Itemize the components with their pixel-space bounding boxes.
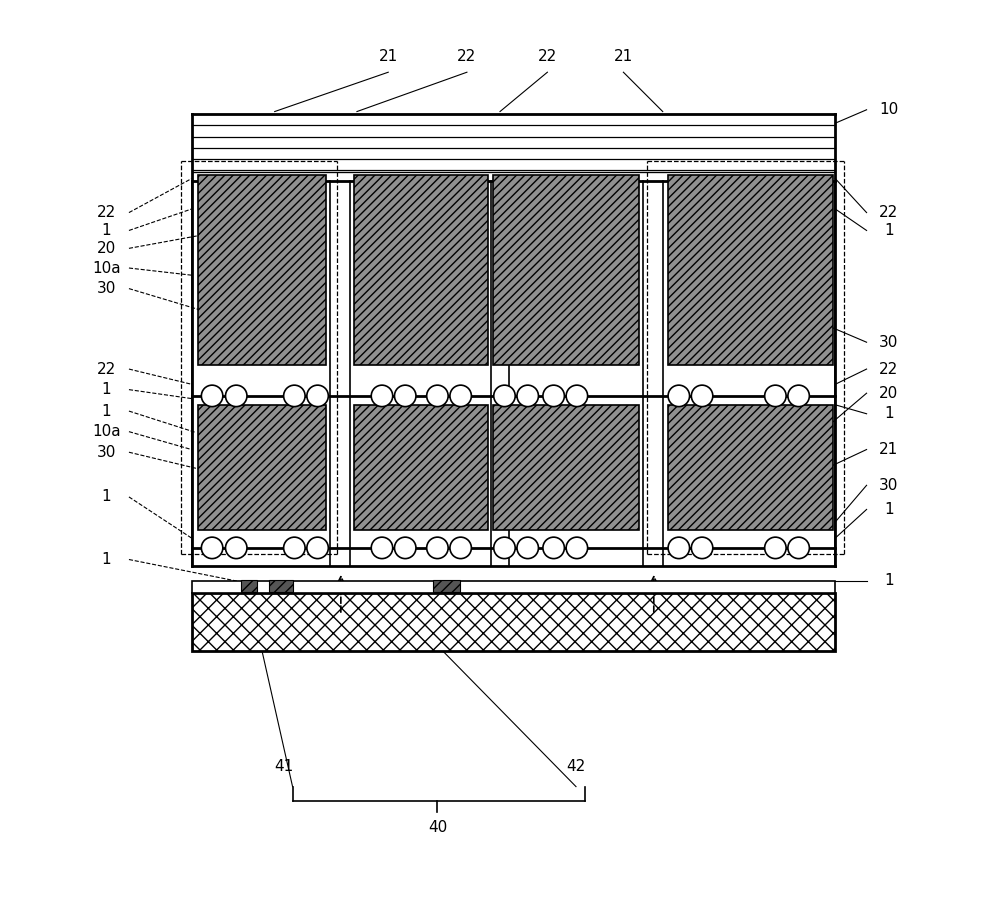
Circle shape [668, 385, 690, 407]
Circle shape [201, 385, 223, 407]
Circle shape [450, 538, 471, 558]
Circle shape [765, 385, 786, 407]
Bar [493, 405, 639, 530]
Circle shape [517, 538, 538, 558]
Bar [192, 581, 835, 593]
Circle shape [394, 538, 416, 558]
Bar [269, 580, 293, 592]
Text: 22: 22 [538, 49, 557, 64]
Text: 1: 1 [884, 574, 894, 588]
Circle shape [788, 538, 809, 558]
Bar [354, 175, 488, 365]
Circle shape [494, 385, 515, 407]
Circle shape [307, 538, 328, 558]
Text: 1: 1 [102, 382, 111, 397]
Circle shape [566, 538, 588, 558]
Circle shape [394, 385, 416, 407]
Bar [198, 405, 326, 530]
Circle shape [543, 538, 564, 558]
Text: 40: 40 [428, 820, 447, 835]
Text: 20: 20 [879, 386, 899, 400]
Text: 22: 22 [97, 361, 116, 377]
Circle shape [371, 538, 393, 558]
Bar [668, 175, 833, 365]
Bar [493, 175, 639, 365]
Circle shape [307, 385, 328, 407]
Circle shape [543, 385, 564, 407]
Text: 21: 21 [879, 442, 899, 457]
Bar [668, 405, 833, 530]
Bar [354, 405, 488, 530]
Text: 22: 22 [97, 205, 116, 220]
Text: 30: 30 [879, 478, 899, 493]
Text: 30: 30 [879, 335, 899, 350]
Text: 22: 22 [457, 49, 477, 64]
Circle shape [226, 385, 247, 407]
Circle shape [691, 385, 713, 407]
Text: 20: 20 [97, 241, 116, 256]
Circle shape [668, 538, 690, 558]
Text: 10: 10 [879, 103, 899, 117]
Text: 1: 1 [884, 223, 894, 238]
Circle shape [284, 538, 305, 558]
Text: 1: 1 [102, 552, 111, 567]
Text: 1: 1 [884, 502, 894, 517]
Circle shape [765, 538, 786, 558]
Circle shape [371, 385, 393, 407]
Circle shape [201, 538, 223, 558]
Circle shape [450, 385, 471, 407]
Text: 41: 41 [274, 759, 293, 775]
Circle shape [427, 385, 448, 407]
Text: 30: 30 [97, 281, 116, 296]
Text: 21: 21 [379, 49, 398, 64]
Text: 30: 30 [97, 445, 116, 459]
Text: 1: 1 [102, 223, 111, 238]
Text: 42: 42 [566, 759, 586, 775]
Text: 1: 1 [884, 406, 894, 421]
Text: 10a: 10a [92, 424, 121, 439]
Text: 1: 1 [102, 489, 111, 505]
Bar [433, 580, 460, 592]
Circle shape [494, 538, 515, 558]
Circle shape [284, 385, 305, 407]
Bar [192, 593, 835, 651]
Circle shape [517, 385, 538, 407]
Text: 22: 22 [879, 361, 899, 377]
Text: 22: 22 [879, 205, 899, 220]
Text: 10a: 10a [92, 261, 121, 275]
Circle shape [427, 538, 448, 558]
Text: 1: 1 [102, 403, 111, 419]
Circle shape [566, 385, 588, 407]
Text: 21: 21 [614, 49, 633, 64]
Circle shape [226, 538, 247, 558]
Bar [198, 175, 326, 365]
Bar [241, 580, 257, 592]
Circle shape [788, 385, 809, 407]
Circle shape [691, 538, 713, 558]
